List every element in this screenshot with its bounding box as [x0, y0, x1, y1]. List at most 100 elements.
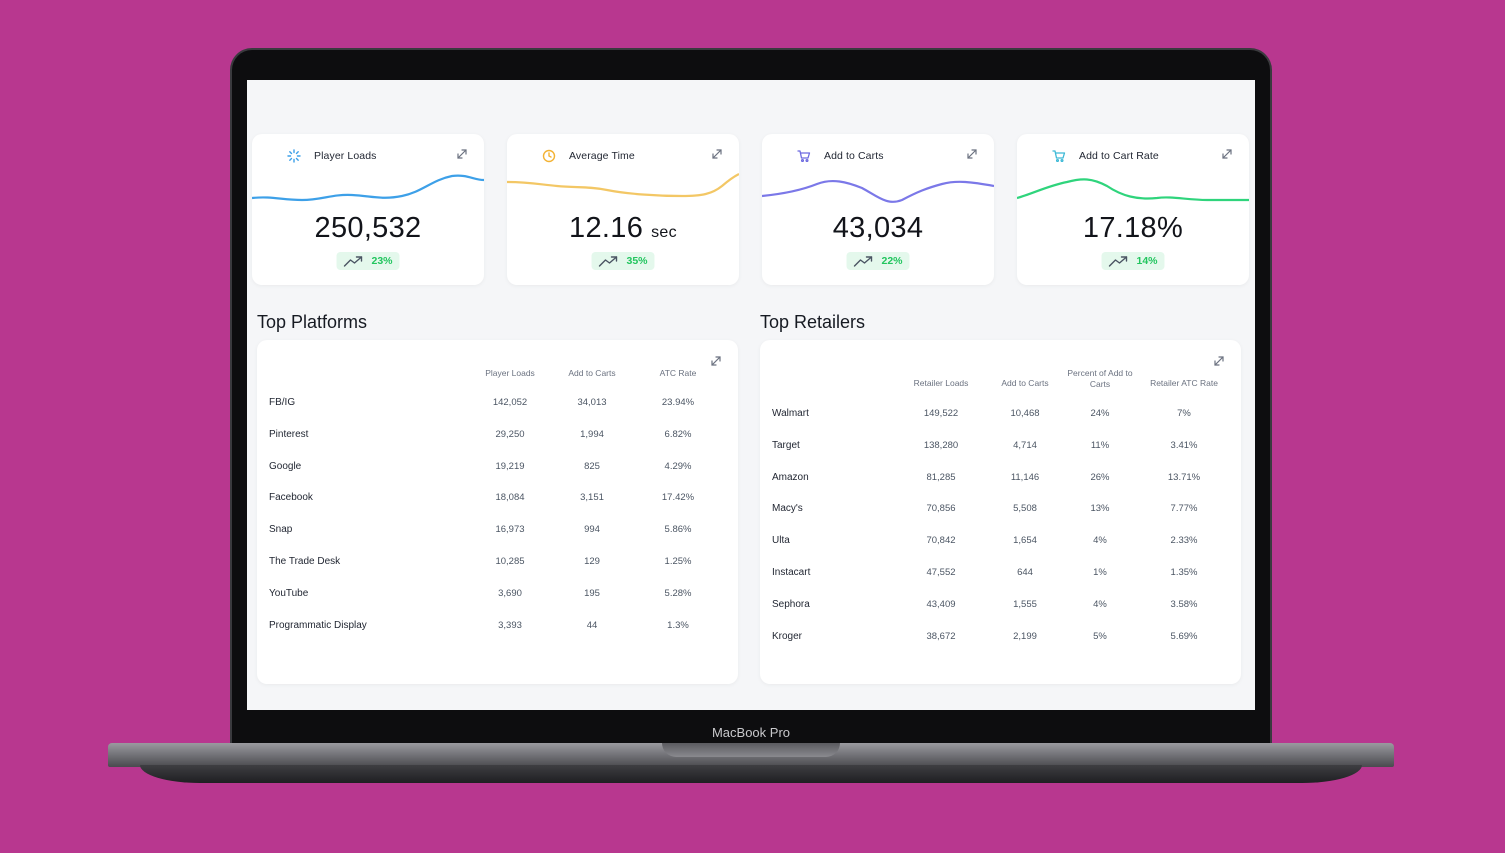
sparkline-player-loads [252, 174, 484, 202]
add-to-carts-cell: 994 [584, 524, 600, 536]
metric-value: 43,034 [832, 212, 924, 244]
column-header: Retailer ATC Rate [1150, 378, 1218, 388]
atc-rate-cell: 1.25% [664, 556, 692, 567]
add-to-carts-cell: 1,654 [1013, 535, 1037, 547]
add-to-carts-cell: 34,013 [577, 397, 607, 408]
section-title-platforms: Top Platforms [257, 312, 368, 332]
column-header: Add to Carts [568, 368, 616, 378]
table-row: Pinterest 29,250 1,994 6.82% [257, 429, 738, 449]
percent-of-carts-cell: 4% [1093, 598, 1107, 610]
laptop-base-bottom [140, 765, 1362, 783]
expand-icon[interactable] [710, 354, 722, 366]
table-row: Sephora 43,409 1,555 4% 3.58% [760, 599, 1241, 619]
player-loads-cell: 29,250 [495, 428, 525, 440]
retailer-name: Amazon [772, 471, 809, 483]
retailer-loads-cell: 149,522 [923, 408, 959, 419]
atc-rate-cell: 6.82% [664, 428, 692, 440]
sparkline-add-to-cart-rate [1017, 178, 1249, 202]
expand-icon[interactable] [966, 147, 978, 159]
cart-icon [1051, 148, 1067, 164]
atc-rate-cell: 5.86% [664, 524, 692, 536]
column-header: Percent of Add to Carts [1067, 368, 1133, 389]
add-to-carts-cell: 11,146 [1010, 471, 1040, 483]
percent-of-carts-cell: 11% [1090, 439, 1110, 451]
add-to-carts-cell: 3,151 [580, 492, 604, 504]
metric-value: 17.18% [1082, 212, 1184, 244]
platforms-table: Player Loads Add to Carts ATC Rate FB/IG… [257, 340, 738, 684]
table-row: Programmatic Display 3,393 44 1.3% [257, 620, 738, 640]
section-title-retailers: Top Retailers [760, 312, 866, 332]
dashboard-screen: Player Loads 250,532 23% Average Time [247, 80, 1255, 710]
device-label: MacBook Pro [711, 725, 791, 740]
metric-value: 250,532 [314, 212, 422, 244]
table-row: Facebook 18,084 3,151 17.42% [257, 492, 738, 512]
table-row: Target 138,280 4,714 11% 3.41% [760, 440, 1241, 460]
retailer-atc-rate-cell: 2.33% [1170, 535, 1198, 547]
metric-title: Add to Cart Rate [1079, 150, 1159, 162]
table-row: Walmart 149,522 10,468 24% 7% [760, 408, 1241, 428]
trend-badge: 35% [591, 252, 655, 270]
add-to-carts-cell: 195 [584, 587, 600, 599]
add-to-carts-cell: 4,714 [1013, 439, 1037, 451]
retailer-loads-cell: 70,842 [926, 535, 956, 547]
add-to-carts-cell: 644 [1017, 567, 1033, 578]
add-to-carts-cell: 2,199 [1013, 630, 1037, 642]
percent-of-carts-cell: 5% [1093, 630, 1107, 642]
add-to-carts-cell: 825 [584, 460, 600, 472]
retailer-atc-rate-cell: 7% [1177, 408, 1191, 419]
table-row: Amazon 81,285 11,146 26% 13.71% [760, 472, 1241, 492]
table-row: Macy's 70,856 5,508 13% 7.77% [760, 503, 1241, 523]
platform-name: Snap [269, 524, 293, 536]
trend-up-icon [1108, 256, 1128, 267]
platform-name: Facebook [269, 492, 313, 504]
add-to-carts-cell: 129 [584, 556, 600, 567]
platform-name: Programmatic Display [269, 619, 367, 631]
add-to-carts-cell: 10,468 [1010, 408, 1040, 419]
retailer-name: Instacart [772, 567, 811, 578]
player-loads-cell: 3,393 [498, 619, 522, 631]
retailer-loads-cell: 47,552 [926, 567, 956, 578]
percent-of-carts-cell: 4% [1093, 535, 1107, 547]
retailer-name: Kroger [772, 630, 803, 642]
retailer-loads-cell: 81,285 [926, 471, 956, 483]
expand-icon[interactable] [711, 147, 723, 159]
retailer-loads-cell: 70,856 [926, 503, 956, 515]
trend-badge: 22% [846, 252, 910, 270]
trend-badge: 23% [336, 252, 400, 270]
expand-icon[interactable] [456, 147, 468, 159]
table-row: Ulta 70,842 1,654 4% 2.33% [760, 535, 1241, 555]
player-loads-cell: 19,219 [495, 460, 525, 472]
metric-title: Add to Carts [824, 150, 884, 162]
player-loads-cell: 18,084 [495, 492, 525, 504]
atc-rate-cell: 23.94% [661, 397, 695, 408]
player-loads-cell: 3,690 [498, 587, 522, 599]
retailer-atc-rate-cell: 7.77% [1170, 503, 1198, 515]
expand-icon[interactable] [1221, 147, 1233, 159]
metric-title: Player Loads [314, 150, 377, 162]
trend-badge: 14% [1101, 252, 1165, 270]
expand-icon[interactable] [1213, 354, 1225, 366]
cart-icon [796, 148, 812, 164]
player-loads-cell: 10,285 [495, 556, 525, 567]
metric-value: 12.16 sec [569, 212, 677, 244]
percent-of-carts-cell: 1% [1093, 567, 1107, 578]
retailers-table: Retailer Loads Add to Carts Percent of A… [760, 340, 1241, 684]
column-header: Player Loads [485, 368, 535, 378]
retailer-name: Walmart [772, 408, 809, 419]
metric-card-average-time: Average Time 12.16 sec 35% [507, 134, 739, 285]
retailer-name: Ulta [772, 535, 790, 547]
retailer-loads-cell: 43,409 [926, 598, 956, 610]
trend-up-icon [853, 256, 873, 267]
metric-card-player-loads: Player Loads 250,532 23% [252, 134, 484, 285]
sparkline-add-to-carts [762, 179, 994, 203]
retailer-loads-cell: 38,672 [926, 630, 956, 642]
retailer-atc-rate-cell: 3.58% [1170, 598, 1198, 610]
table-row: YouTube 3,690 195 5.28% [257, 588, 738, 608]
add-to-carts-cell: 5,508 [1013, 503, 1037, 515]
percent-of-carts-cell: 24% [1090, 408, 1110, 419]
retailer-atc-rate-cell: 5.69% [1170, 630, 1198, 642]
column-header: Add to Carts [1001, 378, 1049, 388]
player-loads-cell: 16,973 [495, 524, 525, 536]
add-to-carts-cell: 1,994 [580, 428, 604, 440]
metric-card-add-to-carts: Add to Carts 43,034 22% [762, 134, 994, 285]
